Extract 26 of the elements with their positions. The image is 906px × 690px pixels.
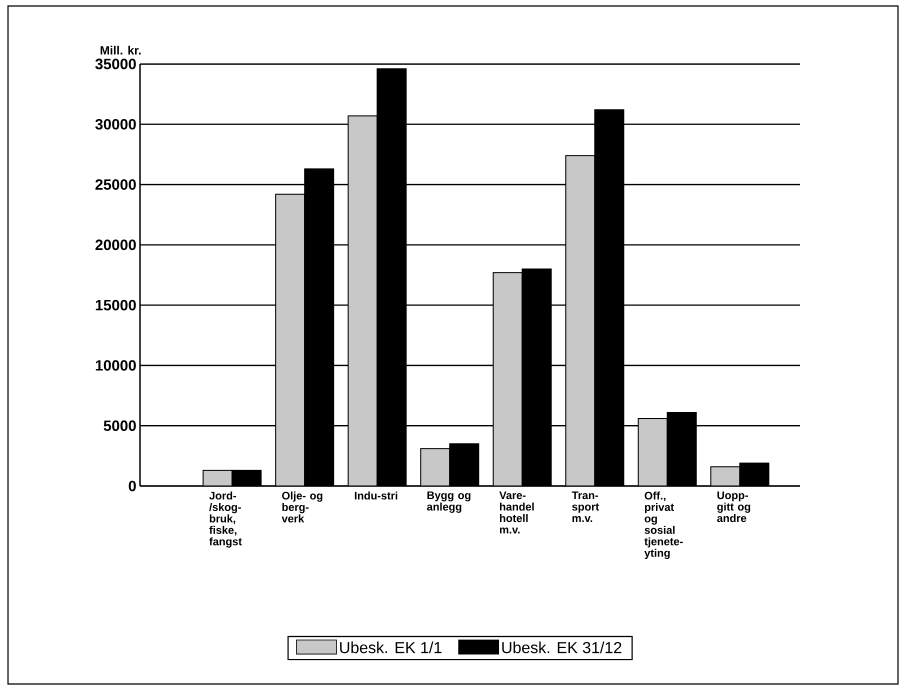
- bar: [638, 418, 668, 486]
- legend-label: Ubesk. EK 1/1: [340, 642, 442, 654]
- bar: [420, 448, 450, 486]
- y-tick-label: 5000: [104, 420, 136, 431]
- y-tick-label: 0: [128, 480, 136, 492]
- y-tick-label: 30000: [95, 118, 136, 130]
- legend-label: Ubesk. EK 31/12: [502, 642, 622, 654]
- x-tick-label: Olje- og berg-verk: [282, 492, 322, 522]
- bar: [565, 155, 596, 486]
- bar: [492, 272, 523, 486]
- x-tick-label: Jord-/skog-bruk, fiske, fangst: [209, 492, 242, 548]
- x-tick-label: Bygg og anlegg: [427, 492, 470, 513]
- x-tick-label: Uopp-gitt og andre: [717, 492, 750, 522]
- y-tick-label: 35000: [95, 58, 136, 70]
- x-tick-label: Off., privat og sosial tjenete-yting: [644, 492, 683, 560]
- x-tick-label: Tran-sport m.v.: [572, 492, 600, 522]
- y-tick-label: 10000: [96, 360, 136, 371]
- y-axis-title: Mill. kr.: [100, 46, 141, 54]
- y-tick-label: 25000: [95, 179, 136, 190]
- bar: [348, 115, 378, 486]
- x-tick-label: Vare-handel hotell m.v.: [499, 492, 534, 534]
- bar: [275, 194, 306, 486]
- x-tick-label: Indu-stri: [354, 492, 398, 500]
- y-tick-label: 20000: [95, 240, 136, 250]
- bar: [710, 466, 740, 486]
- y-tick-label: 15000: [96, 300, 136, 310]
